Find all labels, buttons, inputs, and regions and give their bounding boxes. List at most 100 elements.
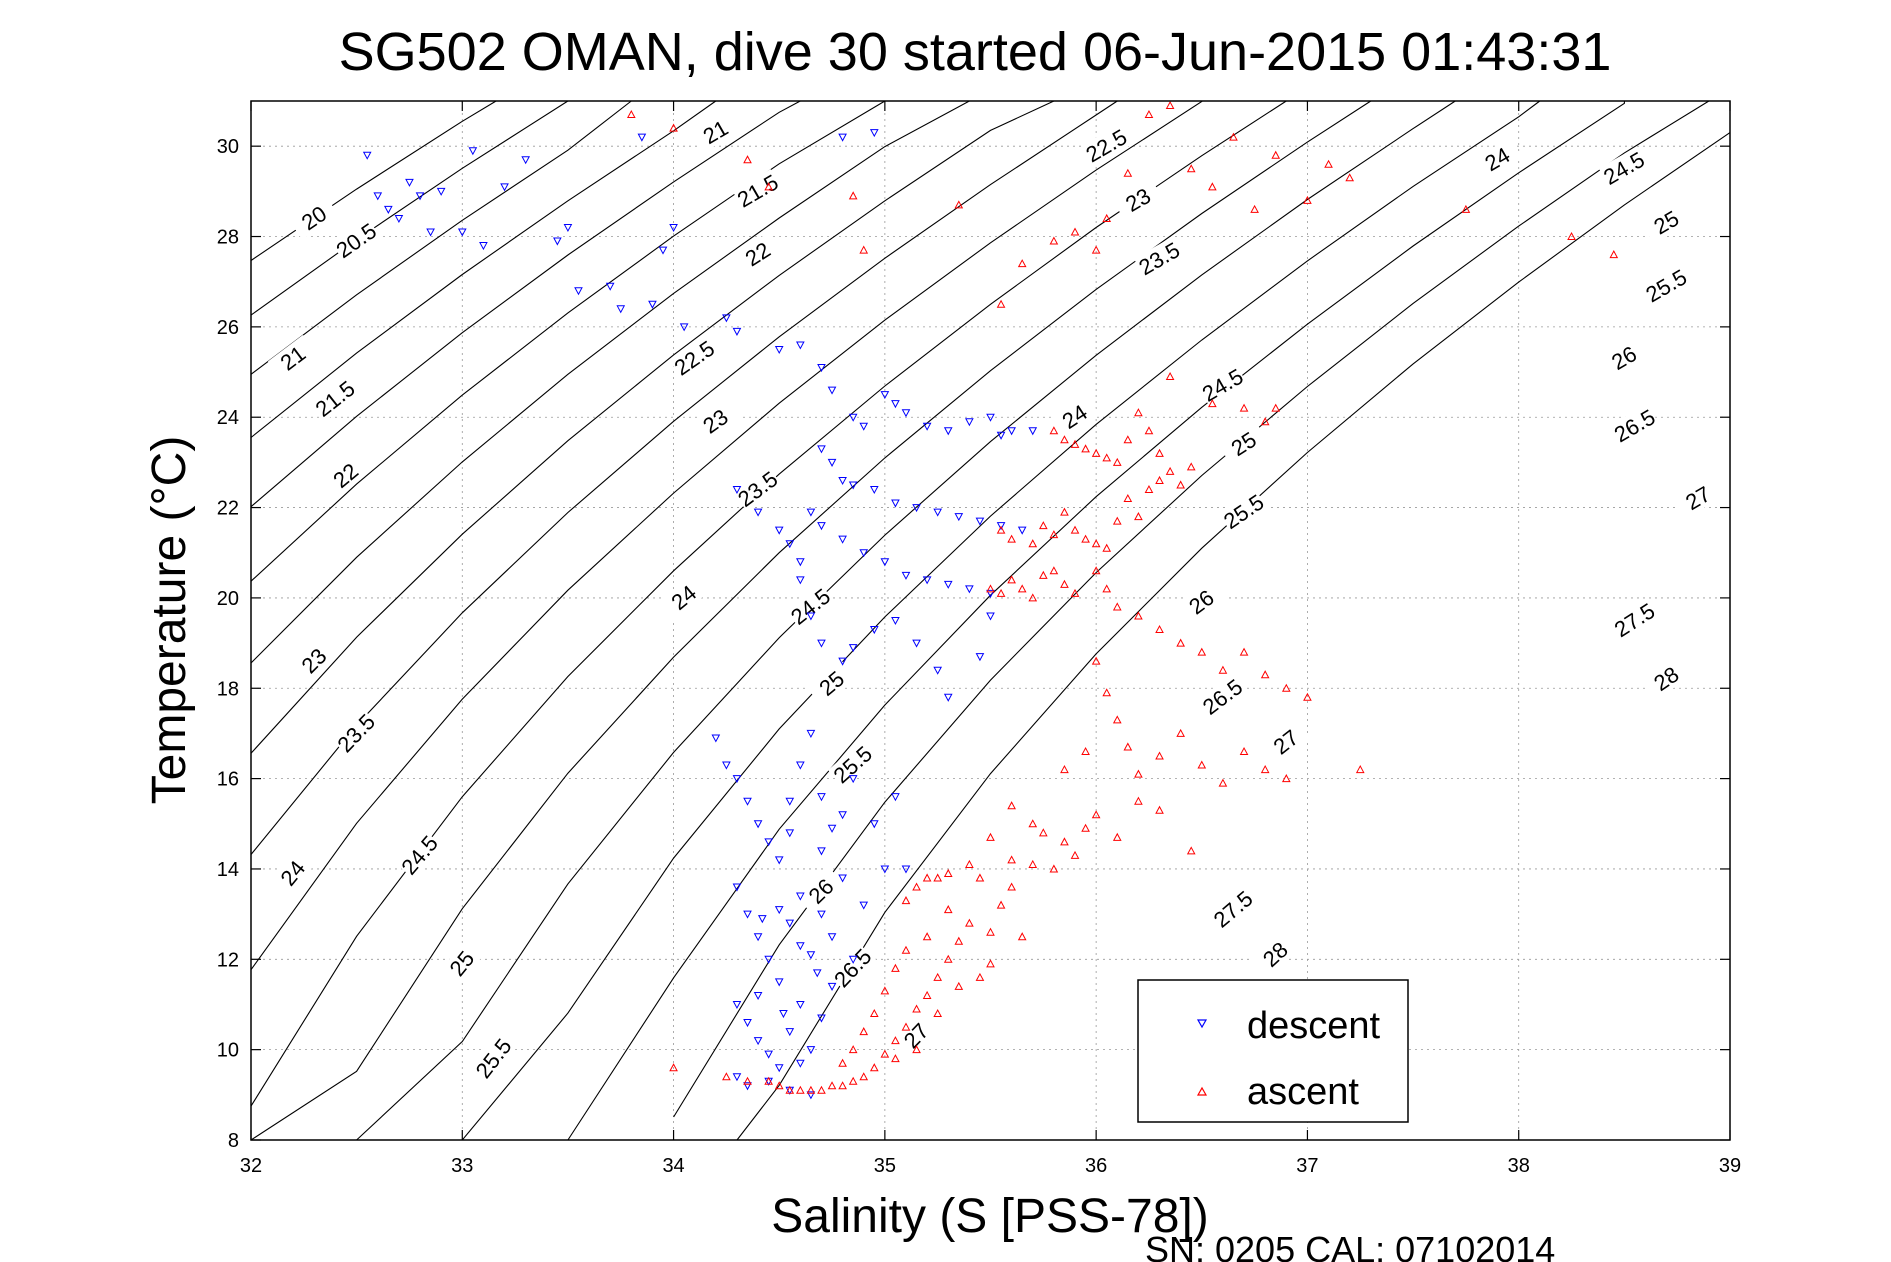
- descent-point: [774, 345, 784, 355]
- descent-point: [817, 793, 826, 802]
- ascent-point: [1260, 765, 1270, 774]
- y-tick-label: 12: [217, 949, 239, 971]
- descent-point: [817, 847, 826, 856]
- descent-point: [838, 657, 847, 666]
- descent-point: [563, 223, 573, 233]
- descent-point: [975, 653, 985, 662]
- ascent-point: [996, 525, 1006, 534]
- descent-point: [774, 526, 784, 535]
- contour-labels: 2020.5212121.521.5222222.522.523232323.5…: [267, 110, 1723, 1083]
- ascent-point: [796, 1085, 805, 1094]
- ascent-point: [1049, 864, 1059, 873]
- descent-point: [796, 558, 805, 567]
- ascent-point: [869, 1008, 879, 1018]
- descent-point: [848, 481, 858, 490]
- descent-point: [764, 1050, 773, 1059]
- ascent-point: [922, 873, 932, 882]
- ascent-point: [1567, 231, 1576, 241]
- contour-label: 26.5: [829, 944, 877, 992]
- x-axis-label: Salinity (S [PSS-78]): [771, 1190, 1208, 1243]
- descent-point: [753, 1037, 763, 1046]
- ascent-point: [1176, 638, 1185, 647]
- ascent-point: [1028, 859, 1038, 868]
- descent-point: [891, 400, 900, 409]
- y-tick-label: 14: [217, 859, 239, 881]
- ascent-point: [1260, 417, 1270, 426]
- descent-point: [415, 192, 425, 201]
- ascent-point: [1218, 665, 1228, 674]
- ascent-point: [1091, 656, 1101, 665]
- descent-point: [362, 151, 372, 160]
- ascent-point: [1281, 774, 1291, 783]
- descent-point: [806, 951, 816, 960]
- contour-label: 21.5: [311, 376, 360, 422]
- contour-label: 23.5: [332, 709, 380, 757]
- ascent-point: [1176, 728, 1185, 737]
- descent-point: [901, 865, 911, 874]
- descent-point: [817, 522, 826, 531]
- ascent-point: [1155, 475, 1164, 484]
- descent-point: [817, 639, 826, 648]
- descent-point: [743, 1019, 752, 1028]
- x-tick-label: 32: [240, 1155, 262, 1177]
- descent-point: [859, 422, 869, 431]
- descent-point: [679, 323, 689, 332]
- contour-label-bg: [1218, 489, 1269, 534]
- ascent-point: [1060, 765, 1069, 774]
- contour-label-bg: [1609, 597, 1660, 642]
- density-contour-21.5: [250, 100, 717, 438]
- ascent-point: [1239, 647, 1249, 656]
- contour-label: 20.5: [332, 218, 381, 263]
- descent-point: [838, 476, 847, 486]
- descent-point: [891, 617, 900, 626]
- density-contour-20.5: [250, 100, 569, 316]
- legend-ascent-label: ascent: [1247, 1071, 1359, 1113]
- ascent-point: [1134, 796, 1143, 805]
- ascent-point: [986, 832, 995, 841]
- ascent-point: [1112, 715, 1122, 724]
- ascent-point: [933, 972, 943, 981]
- descent-point: [965, 585, 974, 594]
- ascent-point: [764, 1076, 773, 1085]
- contour-label-bg: [331, 217, 381, 263]
- descent-point: [986, 612, 995, 621]
- descent-point: [774, 978, 784, 987]
- contour-label-bg: [828, 740, 877, 788]
- contour-label-bg: [470, 1033, 517, 1083]
- ascent-point: [933, 1008, 943, 1018]
- descent-point: [838, 133, 847, 142]
- ascent-point: [901, 896, 911, 905]
- ascent-point: [1091, 245, 1101, 254]
- ascent-point: [1260, 670, 1270, 679]
- ascent-point: [880, 986, 890, 995]
- ascent-point: [817, 1085, 826, 1094]
- descent-point: [954, 513, 964, 522]
- ascent-point: [1271, 150, 1281, 159]
- density-contour-22: [250, 100, 801, 508]
- ascent-point: [1208, 399, 1217, 408]
- descent-point: [722, 761, 731, 770]
- ascent-point: [848, 191, 858, 200]
- descent-point: [743, 1082, 752, 1091]
- legend-ascent-marker: [1196, 1086, 1208, 1096]
- y-tick-label: 26: [217, 317, 239, 339]
- contour-label: 26.5: [1610, 404, 1660, 447]
- descent-point: [383, 205, 393, 214]
- ascent-point: [1049, 426, 1059, 435]
- contour-label-bg: [891, 1011, 940, 1060]
- contour-label-bg: [658, 573, 709, 621]
- ascent-point: [965, 918, 974, 927]
- ascent-point: [1060, 507, 1069, 516]
- contour-label-bg: [320, 451, 371, 499]
- ascent-point: [1070, 850, 1080, 859]
- descent-point: [732, 1000, 742, 1010]
- ascent-point: [901, 1022, 911, 1031]
- contour-label-bg: [310, 375, 360, 422]
- descent-point: [779, 1010, 788, 1019]
- ascent-point: [1134, 408, 1143, 417]
- ascent-point: [1155, 448, 1164, 457]
- ascent-point: [1123, 742, 1133, 751]
- descent-point: [616, 305, 626, 314]
- contour-label-bg: [669, 335, 720, 381]
- ascent-point: [1144, 484, 1154, 493]
